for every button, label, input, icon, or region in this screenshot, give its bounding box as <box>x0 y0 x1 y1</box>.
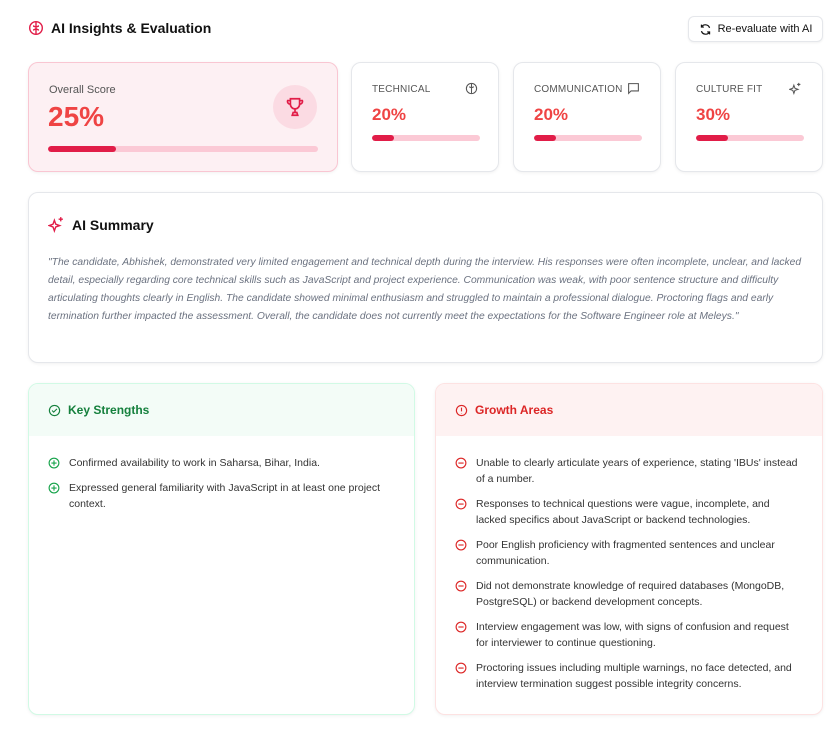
growth-areas-title: Growth Areas <box>475 403 554 417</box>
metric-bar <box>696 135 804 141</box>
trophy-icon <box>273 85 317 129</box>
overall-score-bar <box>48 146 318 152</box>
minus-circle-icon <box>455 457 467 469</box>
overall-score-value: 25% <box>48 101 105 132</box>
key-strengths-title: Key Strengths <box>68 403 150 417</box>
minus-circle-icon <box>455 580 467 592</box>
metric-value: 30% <box>696 105 731 124</box>
metric-card-technical: TECHNICAL 20% <box>351 62 499 172</box>
metric-label: CULTURE FIT <box>696 84 763 95</box>
metric-label: COMMUNICATION <box>534 84 623 95</box>
list-item: Unable to clearly articulate years of ex… <box>455 455 802 487</box>
message-square-icon <box>628 83 639 95</box>
alert-circle-icon <box>455 404 468 416</box>
list-item-text: Responses to technical questions were va… <box>476 498 770 526</box>
growth-list: Unable to clearly articulate years of ex… <box>436 436 822 692</box>
brain-icon <box>28 20 44 36</box>
overall-score-label: Overall Score <box>49 84 116 96</box>
minus-circle-icon <box>455 498 467 510</box>
sparkles-icon <box>789 82 801 95</box>
list-item-text: Did not demonstrate knowledge of require… <box>476 580 785 608</box>
metric-bar <box>534 135 642 141</box>
growth-areas-header: Growth Areas <box>436 384 822 436</box>
metric-value: 20% <box>534 105 569 124</box>
metric-card-culture-fit: CULTURE FIT 30% <box>675 62 823 172</box>
list-item: Responses to technical questions were va… <box>455 496 802 528</box>
plus-circle-icon <box>48 482 60 494</box>
list-item-text: Unable to clearly articulate years of ex… <box>476 457 798 485</box>
minus-circle-icon <box>455 662 467 674</box>
re-evaluate-label: Re-evaluate with AI <box>717 23 813 35</box>
check-circle-icon <box>48 404 61 416</box>
page-title: AI Insights & Evaluation <box>51 20 212 36</box>
re-evaluate-button[interactable]: Re-evaluate with AI <box>688 16 823 42</box>
ai-summary-header: AI Summary <box>48 216 154 233</box>
list-item-text: Expressed general familiarity with JavaS… <box>69 482 381 510</box>
list-item-text: Proctoring issues including multiple war… <box>476 662 792 690</box>
section-header: AI Insights & Evaluation <box>28 20 211 36</box>
ai-summary-title: AI Summary <box>72 216 154 233</box>
brain-icon <box>465 82 478 95</box>
overall-score-card: Overall Score 25% <box>28 62 338 172</box>
metric-card-communication: COMMUNICATION 20% <box>513 62 661 172</box>
minus-circle-icon <box>455 621 467 633</box>
list-item-text: Interview engagement was low, with signs… <box>476 621 789 649</box>
list-item: Poor English proficiency with fragmented… <box>455 537 802 569</box>
refresh-icon <box>700 23 710 35</box>
metric-bar <box>372 135 480 141</box>
ai-summary-card: AI Summary "The candidate, Abhishek, dem… <box>28 192 823 363</box>
list-item: Confirmed availability to work in Sahars… <box>48 455 394 471</box>
metric-value: 20% <box>372 105 407 124</box>
key-strengths-header: Key Strengths <box>29 384 414 436</box>
strengths-list: Confirmed availability to work in Sahars… <box>29 436 414 512</box>
list-item: Expressed general familiarity with JavaS… <box>48 480 394 512</box>
list-item: Proctoring issues including multiple war… <box>455 660 802 692</box>
list-item-text: Poor English proficiency with fragmented… <box>476 539 775 567</box>
ai-summary-text: "The candidate, Abhishek, demonstrated v… <box>48 257 802 322</box>
key-strengths-panel: Key Strengths Confirmed availability to … <box>28 383 415 715</box>
list-item: Interview engagement was low, with signs… <box>455 619 802 651</box>
growth-areas-panel: Growth Areas Unable to clearly articulat… <box>435 383 823 715</box>
metric-label: TECHNICAL <box>372 84 431 95</box>
plus-circle-icon <box>48 457 60 469</box>
sparkles-icon <box>48 217 63 233</box>
list-item: Did not demonstrate knowledge of require… <box>455 578 802 610</box>
list-item-text: Confirmed availability to work in Sahars… <box>69 457 320 469</box>
minus-circle-icon <box>455 539 467 551</box>
